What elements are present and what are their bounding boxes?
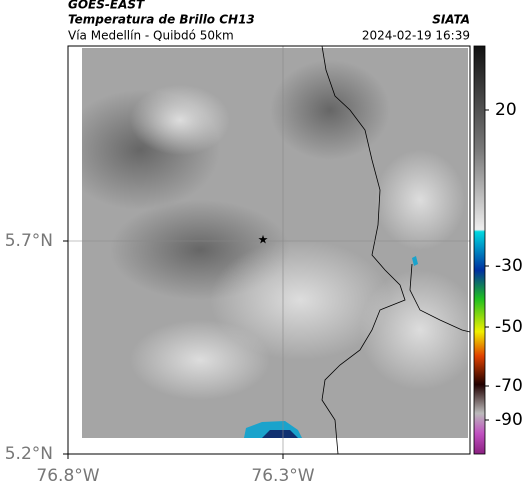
- source: GOES-EAST: [68, 0, 145, 12]
- lat-label: 5.7°N: [5, 231, 53, 251]
- lon-label: 76.3°W: [251, 466, 314, 486]
- agency: SIATA: [432, 13, 470, 27]
- route: Vía Medellín - Quibdó 50km: [68, 29, 234, 43]
- lon-label: 76.8°W: [36, 466, 99, 486]
- colorbar-label: -30: [495, 256, 523, 276]
- colorbar: [473, 45, 486, 455]
- colorbar-label: -70: [495, 376, 523, 396]
- location-marker: ★: [258, 233, 269, 247]
- map-frame: [67, 45, 471, 455]
- satellite-image: [82, 48, 468, 438]
- title: Temperatura de Brillo CH13: [68, 13, 255, 27]
- colorbar-label: -90: [495, 410, 523, 430]
- boundary: [321, 45, 406, 455]
- lat-label: 5.2°N: [5, 444, 53, 464]
- boundary: [409, 263, 471, 333]
- colorbar-label: -50: [495, 317, 523, 337]
- colorbar-label: 20: [495, 100, 517, 120]
- timestamp: 2024-02-19 16:39: [362, 29, 470, 43]
